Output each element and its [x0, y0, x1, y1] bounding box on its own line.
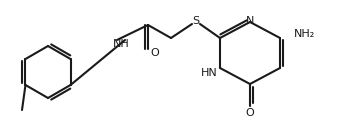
Text: O: O [246, 108, 255, 118]
Text: NH: NH [113, 39, 129, 49]
Text: NH₂: NH₂ [294, 29, 315, 39]
Text: O: O [151, 48, 160, 58]
Text: S: S [192, 16, 199, 26]
Text: HN: HN [201, 68, 218, 78]
Text: N: N [246, 16, 254, 26]
